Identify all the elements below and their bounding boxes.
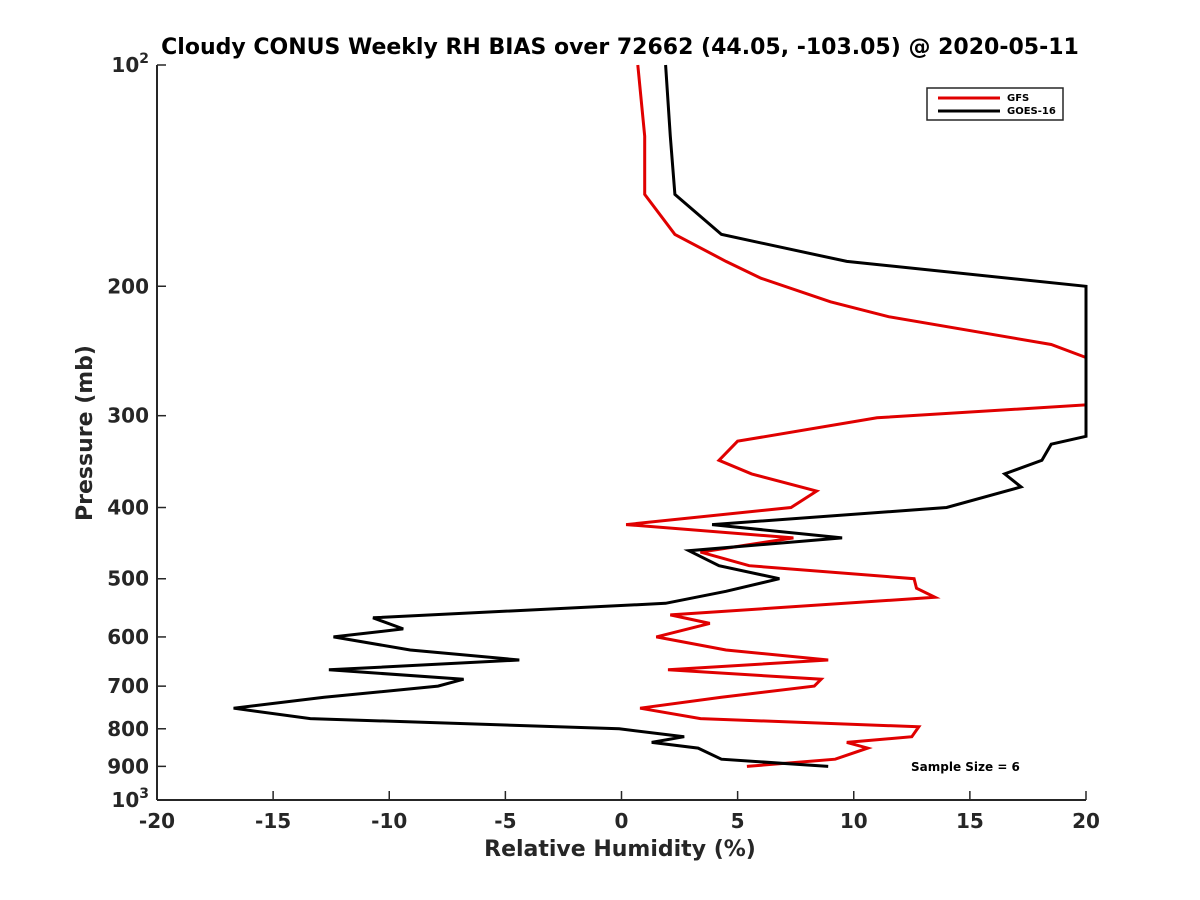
x-tick-label: 15 xyxy=(956,809,984,833)
x-tick-label: 5 xyxy=(731,809,745,833)
x-tick-label: 20 xyxy=(1072,809,1100,833)
tick-labels: -20 -15 -10 -5 0 5 10 15 20 102 200 300 400 500 600 700… xyxy=(107,51,1100,833)
x-tick-label: -5 xyxy=(494,809,516,833)
series-line-goes16 xyxy=(233,64,1088,768)
legend-label-goes16: GOES-16 xyxy=(1007,106,1056,117)
x-tick-label: 0 xyxy=(615,809,629,833)
y-tick-label: 102 xyxy=(111,51,149,77)
y-tick-label: 103 xyxy=(111,786,149,812)
x-tick-label: -10 xyxy=(371,809,407,833)
y-tick-label: 500 xyxy=(107,567,149,591)
y-tick-label: 800 xyxy=(107,717,149,741)
y-tick-label: 900 xyxy=(107,754,149,778)
y-tick-label: 400 xyxy=(107,496,149,520)
y-tick-label: 200 xyxy=(107,274,149,298)
y-tick-label: 700 xyxy=(107,674,149,698)
series-lines xyxy=(233,64,1088,768)
chart-title: Cloudy CONUS Weekly RH BIAS over 72662 (… xyxy=(161,35,1079,60)
y-axis-title: Pressure (mb) xyxy=(73,345,98,521)
y-tick-label: 600 xyxy=(107,625,149,649)
legend: GFS GOES-16 xyxy=(926,87,1064,121)
axes xyxy=(156,65,1086,801)
x-axis-title: Relative Humidity (%) xyxy=(484,837,756,862)
y-tick-label: 300 xyxy=(107,404,149,428)
x-tick-label: -15 xyxy=(255,809,291,833)
sample-size-annotation: Sample Size = 6 xyxy=(911,760,1020,774)
x-tick-label: -20 xyxy=(139,809,175,833)
legend-box xyxy=(926,87,1064,121)
x-tick-label: 10 xyxy=(840,809,868,833)
legend-label-gfs: GFS xyxy=(1007,93,1029,104)
series-line-gfs xyxy=(625,64,1088,768)
